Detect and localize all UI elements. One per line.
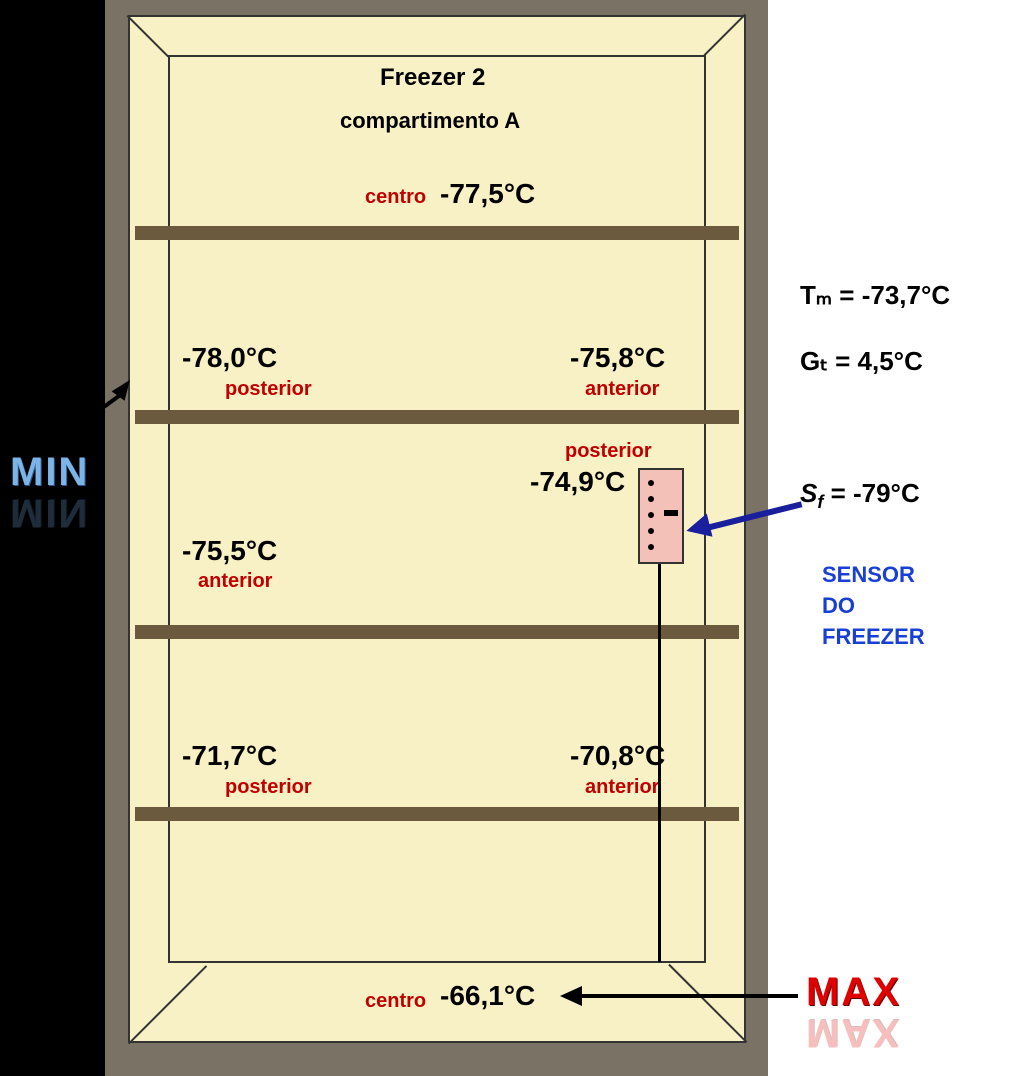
row1-post-value: -78,0°C [182,342,277,374]
sensor-body [638,468,684,564]
row1-post-label: posterior [225,378,312,401]
sensor-label-l3: FREEZER [822,622,925,653]
sf-rest: = -79°C [823,478,919,508]
sensor-label: SENSOR DO FREEZER [822,560,925,652]
row3-ant-label: anterior [585,776,659,799]
sf-eq: Sf = -79°C [800,478,920,513]
shelf-1 [135,226,739,240]
min-label-reflection: MIN [10,490,89,535]
tm-text: Tₘ = -73,7°C [800,280,950,310]
gt-eq: Gₜ = 4,5°C [800,346,923,377]
row1-ant-value: -75,8°C [570,342,665,374]
max-label: MAX [806,970,901,1015]
row4-centro-value: -66,1°C [440,980,535,1012]
sensor-label-l2: DO [822,591,925,622]
gt-text: Gₜ = 4,5°C [800,346,923,376]
shelf-3 [135,625,739,639]
row3-post-label: posterior [225,776,312,799]
row0-centro-label: centro [365,186,426,209]
row3-ant-value: -70,8°C [570,740,665,772]
min-label: MIN [10,450,89,495]
shelf-2 [135,410,739,424]
freezer-title: Freezer 2 [380,64,485,92]
sensor-label-l1: SENSOR [822,560,925,591]
row2-ant-label: anterior [198,570,272,593]
max-label-reflection: MAX [806,1010,901,1055]
max-arrow-head [560,986,582,1006]
max-arrow-line [580,994,798,998]
sf-prefix: S [800,478,817,508]
right-panel [768,0,1024,1076]
sensor-wire [658,564,661,962]
row1-ant-label: anterior [585,378,659,401]
row2-post-label: posterior [565,440,652,463]
row2-post-value: -74,9°C [530,466,625,498]
row0-centro-value: -77,5°C [440,178,535,210]
compartment-subtitle: compartimento A [340,108,520,134]
tm-eq: Tₘ = -73,7°C [800,280,950,311]
freezer-back-face-outline [168,55,706,963]
row3-post-value: -71,7°C [182,740,277,772]
row4-centro-label: centro [365,990,426,1013]
shelf-4 [135,807,739,821]
row2-ant-value: -75,5°C [182,535,277,567]
